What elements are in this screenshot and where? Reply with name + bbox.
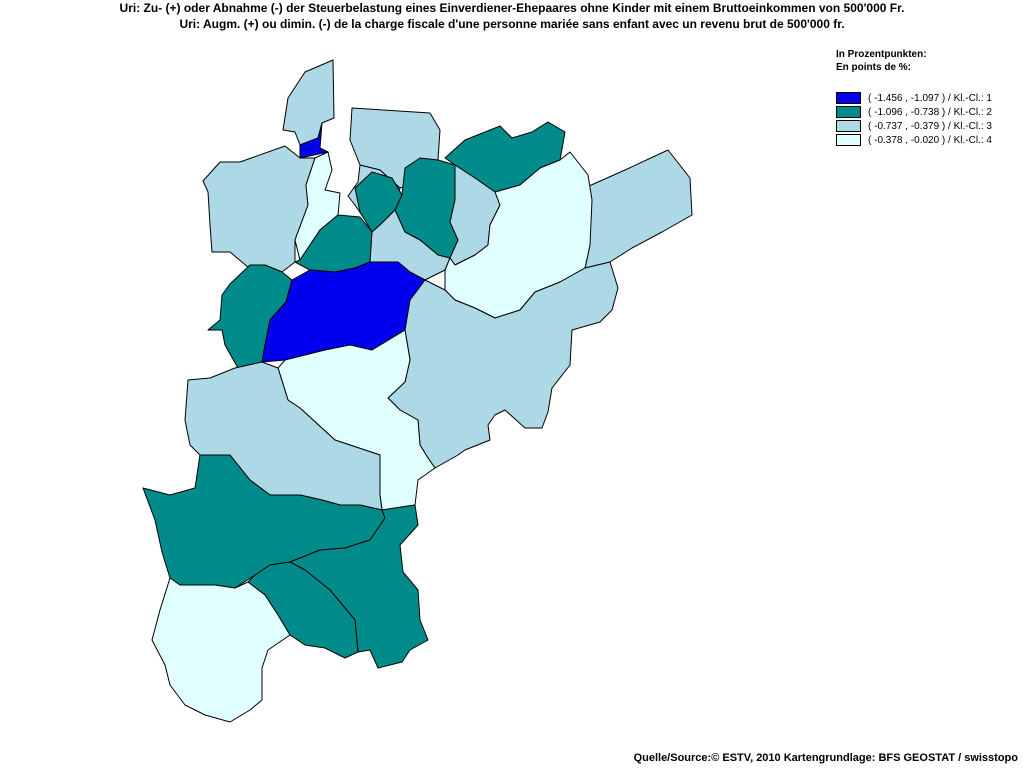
region-unterschaechen[interactable] [579,149,693,269]
legend-swatch-class-2 [836,106,861,118]
legend: In Prozentpunkten: En points de %: ( -1.… [836,48,1022,147]
legend-item-class-2: ( -1.096 , -0.738 ) / Kl.-Cl.: 2 [836,105,1022,119]
legend-items: ( -1.456 , -1.097 ) / Kl.-Cl.: 1 ( -1.09… [836,91,1022,147]
legend-label-class-3: ( -0.737 , -0.379 ) / Kl.-Cl.: 3 [868,120,992,132]
legend-label-class-2: ( -1.096 , -0.738 ) / Kl.-Cl.: 2 [868,106,992,118]
title-french: Uri: Augm. (+) ou dimin. (-) de la charg… [179,17,845,31]
legend-swatch-class-3 [836,120,861,132]
map-title: Uri: Zu- (+) oder Abnahme (-) der Steuer… [0,0,1024,32]
legend-title-german: In Prozentpunkten: [836,49,927,60]
legend-label-class-1: ( -1.456 , -1.097 ) / Kl.-Cl.: 1 [868,92,992,104]
legend-item-class-4: ( -0.378 , -0.020 ) / Kl.-Cl.: 4 [836,133,1022,147]
legend-swatch-class-1 [836,92,861,104]
legend-label-class-4: ( -0.378 , -0.020 ) / Kl.-Cl.: 4 [868,134,992,146]
region-isenthal[interactable] [202,145,316,273]
legend-swatch-class-4 [836,134,861,146]
region-seelisberg[interactable] [282,59,335,146]
legend-title-french: En points de %: [836,62,911,73]
legend-item-class-3: ( -0.737 , -0.379 ) / Kl.-Cl.: 3 [836,119,1022,133]
title-german: Uri: Zu- (+) oder Abnahme (-) der Steuer… [119,1,905,15]
region-realp[interactable] [151,577,291,723]
source-credit: Quelle/Source:© ESTV, 2010 Kartengrundla… [633,752,1018,764]
legend-item-class-1: ( -1.456 , -1.097 ) / Kl.-Cl.: 1 [836,91,1022,105]
